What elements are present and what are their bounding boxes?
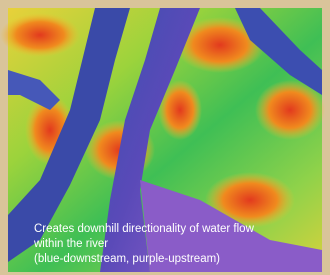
caption-line: (blue-downstream, purple-upstream) <box>34 253 220 265</box>
page: Creates downhill directionality of water… <box>0 0 330 275</box>
caption-line: Creates downhill directionality of water… <box>34 223 255 235</box>
screenshot: Creates downhill directionality of water… <box>0 0 330 275</box>
caption-line: within the river <box>33 238 108 250</box>
